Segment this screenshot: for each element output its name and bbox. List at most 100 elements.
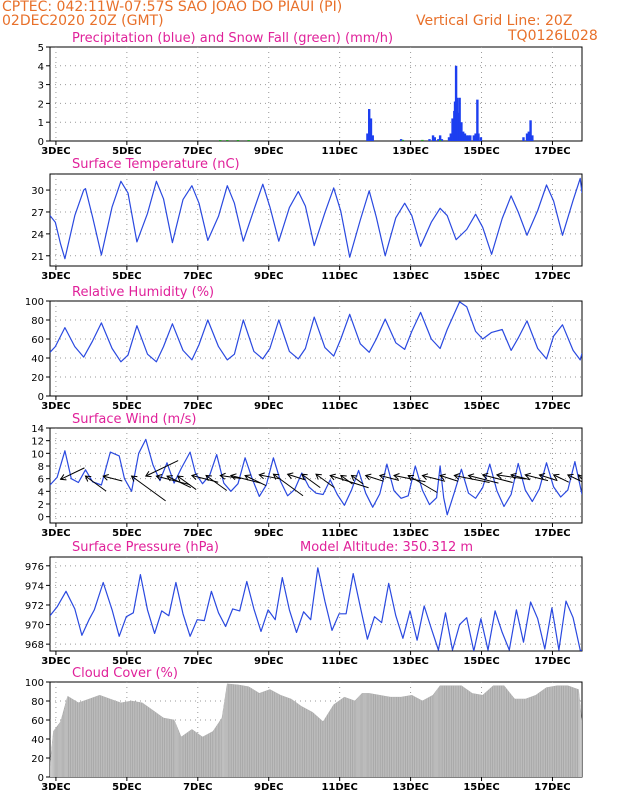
panel-title: Surface Temperature (nC) xyxy=(72,157,240,172)
y-tick-label: 0 xyxy=(38,773,44,784)
series-line xyxy=(50,177,582,260)
wind-arrow-head xyxy=(130,475,138,482)
wind-arrow-shaft xyxy=(315,473,335,489)
wind-arrow-head xyxy=(301,473,308,480)
x-tick-label: 13DEC xyxy=(392,271,428,282)
wind-arrow-head xyxy=(84,475,92,482)
x-tick-label: 17DEC xyxy=(534,782,570,793)
x-tick-label: 17DEC xyxy=(534,656,570,667)
precip-bar xyxy=(527,131,530,141)
series-line xyxy=(50,301,582,363)
y-tick-label: 40 xyxy=(31,354,44,365)
precip-bar xyxy=(477,133,480,141)
y-tick-label: 0 xyxy=(38,392,44,403)
wind-arrow-head xyxy=(244,474,251,481)
precip-bar xyxy=(371,135,374,141)
wind-arrow-shaft xyxy=(145,460,179,477)
x-tick-label: 15DEC xyxy=(463,656,499,667)
wind-arrow-head xyxy=(577,474,582,481)
precip-bar xyxy=(369,118,373,141)
y-tick-label: 100 xyxy=(25,678,44,689)
y-tick-label: 3 xyxy=(38,81,44,92)
x-tick-label: 3DEC xyxy=(41,401,70,412)
wind-arrow-head xyxy=(364,473,372,481)
panel-frame xyxy=(49,173,583,267)
precip-bar xyxy=(366,133,369,141)
snow-bar xyxy=(401,139,405,141)
x-tick-label: 9DEC xyxy=(254,146,283,157)
precip-bar xyxy=(472,135,476,141)
precip-bar xyxy=(479,137,483,141)
x-tick-label: 5DEC xyxy=(112,656,141,667)
wind-arrow-shaft xyxy=(166,475,192,489)
x-tick-label: 11DEC xyxy=(321,146,357,157)
wind-arrow-head xyxy=(102,473,109,481)
panel-1: 0 1 2 3 4 5 3DEC 5DEC 7DEC 9DEC 11DEC 13DEC 15DEC 17D… xyxy=(38,31,583,157)
x-tick-label: 15DEC xyxy=(463,271,499,282)
x-tick-label: 9DEC xyxy=(254,528,283,539)
y-tick-label: 24 xyxy=(31,230,44,241)
y-tick-label: 20 xyxy=(31,373,44,384)
plot-area xyxy=(219,65,534,141)
wind-arrow-shaft xyxy=(510,474,531,481)
y-tick-label: 27 xyxy=(31,208,44,219)
wind-arrow-head xyxy=(272,473,280,480)
x-tick-label: 7DEC xyxy=(183,656,212,667)
x-tick-label: 3DEC xyxy=(41,656,70,667)
wind-arrow-head xyxy=(144,470,152,478)
wind-arrow-shaft xyxy=(60,467,85,480)
wind-arrow-shaft xyxy=(539,474,558,482)
snow-bar xyxy=(236,140,240,141)
wind-arrow-head xyxy=(510,472,517,480)
precip-bar xyxy=(399,139,403,141)
precip-bar xyxy=(437,139,440,141)
x-tick-label: 7DEC xyxy=(183,782,212,793)
x-tick-label: 11DEC xyxy=(321,528,357,539)
x-tick-label: 9DEC xyxy=(254,782,283,793)
plot-area xyxy=(50,683,582,777)
precip-bar xyxy=(451,118,454,141)
y-tick-label: 30 xyxy=(31,186,44,197)
wind-arrow-head xyxy=(378,473,386,480)
panel-title: Surface Wind (m/s) xyxy=(72,412,196,427)
wind-arrow-head xyxy=(258,472,265,480)
x-tick-label: 13DEC xyxy=(392,528,428,539)
wind-arrow-shaft xyxy=(177,475,197,490)
x-tick-label: 7DEC xyxy=(183,271,212,282)
wind-arrow-head xyxy=(552,473,560,481)
wind-arrow-head xyxy=(481,472,489,480)
x-tick-label: 11DEC xyxy=(321,782,357,793)
precip-bar xyxy=(474,133,477,141)
wind-arrow-shaft xyxy=(287,473,306,481)
wind-arrow-shaft xyxy=(496,474,526,480)
wind-arrow-shaft xyxy=(103,475,123,482)
y-tick-label: 1 xyxy=(38,118,44,129)
x-tick-label: 3DEC xyxy=(41,146,70,157)
y-tick-label: 100 xyxy=(25,297,44,308)
wind-arrow-shaft xyxy=(567,474,582,483)
precip-bar xyxy=(458,97,461,141)
precip-bar xyxy=(368,109,371,141)
y-tick-label: 976 xyxy=(25,562,44,573)
wind-arrow-shaft xyxy=(351,475,364,485)
y-tick-label: 2 xyxy=(38,500,44,511)
x-tick-label: 17DEC xyxy=(534,401,570,412)
wind-arrow-shaft xyxy=(365,475,384,482)
x-tick-label: 5DEC xyxy=(112,401,141,412)
panel-frame xyxy=(49,427,583,524)
y-tick-label: 970 xyxy=(25,621,44,632)
x-tick-label: 15DEC xyxy=(463,146,499,157)
precip-bar xyxy=(428,139,431,141)
wind-arrow-head xyxy=(229,473,237,480)
wind-arrow-shaft xyxy=(131,475,166,502)
wind-arrow-shaft xyxy=(468,475,499,484)
precip-bar xyxy=(431,135,435,141)
precip-bar xyxy=(463,133,467,141)
y-tick-label: 80 xyxy=(31,316,44,327)
series-line xyxy=(50,567,582,651)
precip-bar xyxy=(440,139,444,141)
y-tick-label: 21 xyxy=(31,252,44,263)
x-tick-label: 5DEC xyxy=(112,528,141,539)
wind-arrow-head xyxy=(166,475,173,482)
wind-arrow-head xyxy=(155,473,163,481)
